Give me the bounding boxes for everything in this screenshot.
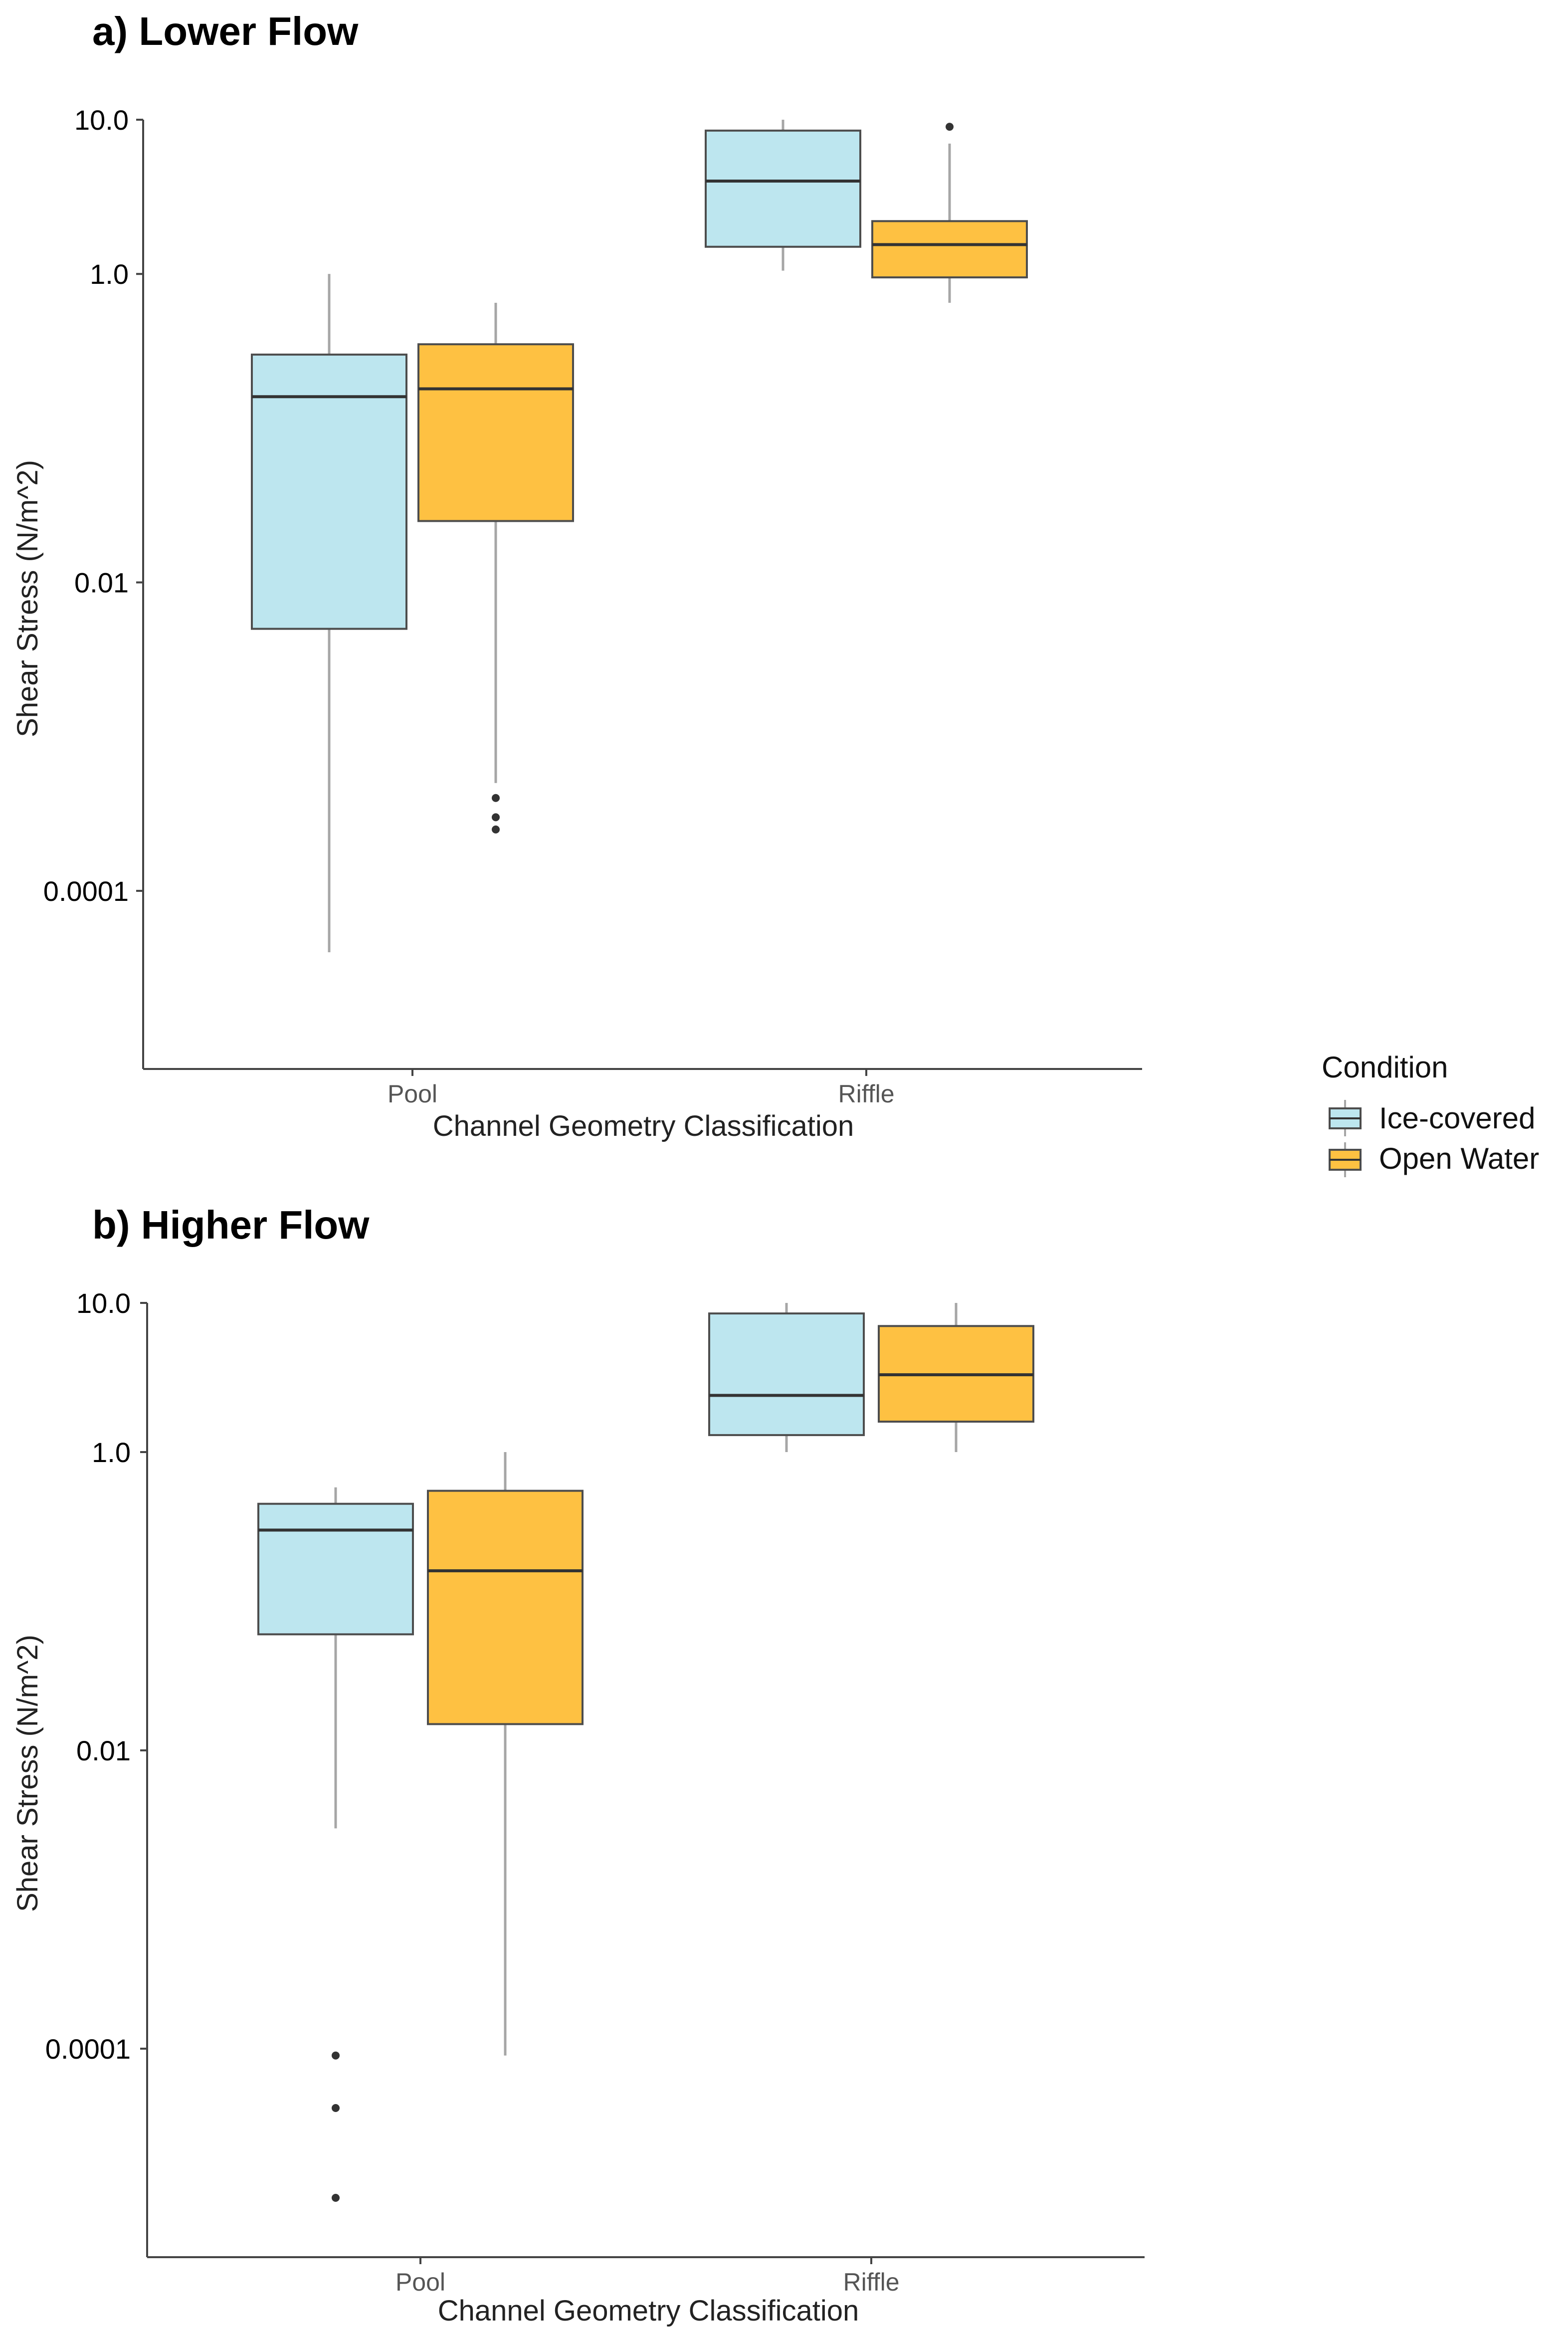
- outlier-open-water-pool: [492, 825, 500, 834]
- outlier-ice-covered-pool: [332, 2051, 340, 2060]
- legend-title: Condition: [1322, 1051, 1448, 1084]
- outlier-ice-covered-pool: [332, 2104, 340, 2112]
- box-ice-covered-riffle: [705, 129, 861, 248]
- plot-area: 10.0 1.0 0.01 0.0001 Pool Riffle: [45, 1287, 1145, 2296]
- box-ice-covered-pool: [257, 1502, 414, 1636]
- panel-title: a) Lower Flow: [92, 9, 359, 53]
- y-tick-label: 0.01: [76, 1735, 131, 1766]
- panel-title: b) Higher Flow: [92, 1203, 370, 1247]
- x-tick-label-riffle: Riffle: [843, 2268, 899, 2296]
- x-tick-label-pool: Pool: [388, 1080, 437, 1108]
- legend-entry-ice-covered: Ice-covered: [1329, 1100, 1535, 1136]
- y-tick-label: 10.0: [74, 104, 129, 136]
- y-axis-title: Shear Stress (N/m^2): [11, 460, 44, 737]
- y-tick-label: 1.0: [90, 258, 129, 290]
- outlier-open-water-riffle: [946, 123, 954, 131]
- x-axis-title: Channel Geometry Classification: [433, 1110, 854, 1142]
- x-tick-label-riffle: Riffle: [838, 1080, 894, 1108]
- panel-higher-flow: b) Higher Flow Shear Stress (N/m^2) Chan…: [11, 1203, 1145, 2327]
- legend: Condition Ice-covered Open Water: [1322, 1051, 1539, 1177]
- y-tick-label: 0.01: [74, 567, 129, 599]
- panel-lower-flow: a) Lower Flow Shear Stress (N/m^2) Chann…: [11, 9, 1142, 1142]
- box-ice-covered-riffle: [708, 1312, 865, 1436]
- legend-label-ice-covered: Ice-covered: [1379, 1101, 1535, 1135]
- outlier-ice-covered-pool: [332, 2194, 340, 2202]
- legend-label-open-water: Open Water: [1379, 1142, 1539, 1175]
- plot-area: 10.0 1.0 0.01 0.0001 Pool Riffle: [43, 104, 1142, 1108]
- y-tick-label: 0.0001: [45, 2033, 131, 2065]
- outlier-open-water-pool: [492, 794, 500, 802]
- y-axis-title: Shear Stress (N/m^2): [11, 1635, 44, 1912]
- box-ice-covered-pool: [251, 353, 407, 630]
- y-tick-label: 10.0: [76, 1287, 131, 1319]
- outlier-open-water-pool: [492, 813, 500, 822]
- x-axis-title: Channel Geometry Classification: [438, 2295, 859, 2327]
- box-open-water-riffle: [871, 220, 1028, 279]
- y-tick-label: 1.0: [92, 1437, 131, 1468]
- box-open-water-pool: [417, 343, 574, 522]
- box-open-water-pool: [427, 1489, 584, 1725]
- y-tick-label: 0.0001: [43, 875, 129, 907]
- x-tick-label-pool: Pool: [395, 2268, 445, 2296]
- legend-entry-open-water: Open Water: [1329, 1142, 1539, 1177]
